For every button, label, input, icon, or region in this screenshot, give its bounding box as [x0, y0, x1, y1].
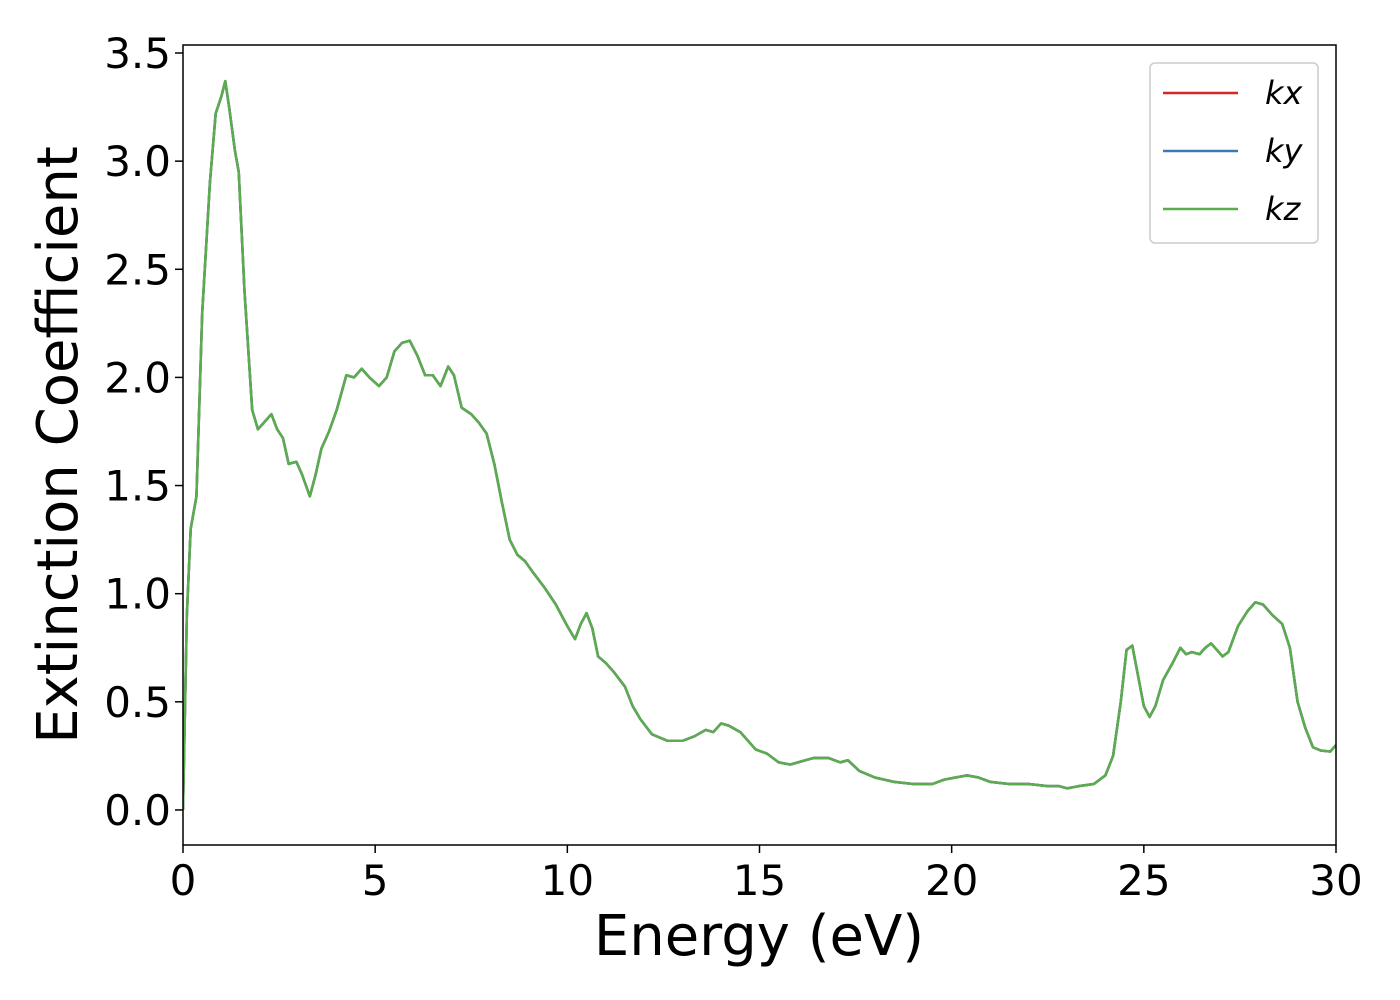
- x-tick-label: 0: [170, 856, 197, 905]
- y-axis-label: Extinction Coefficient: [26, 146, 91, 744]
- legend-label: ky: [1265, 132, 1304, 170]
- x-tick-label: 25: [1117, 856, 1170, 905]
- y-tick-label: 2.5: [104, 245, 171, 294]
- x-tick-label: 5: [362, 856, 389, 905]
- y-tick-label: 0.5: [104, 678, 171, 727]
- plot-frame: [182, 44, 1337, 846]
- y-tick-label: 2.0: [104, 353, 171, 402]
- legend-label: kz: [1265, 190, 1302, 228]
- legend-label: kx: [1265, 74, 1304, 112]
- y-tick-label: 0.0: [104, 786, 171, 835]
- x-tick-label: 20: [925, 856, 978, 905]
- y-tick-label: 1.5: [104, 462, 171, 511]
- x-tick-label: 30: [1309, 856, 1362, 905]
- x-tick-label: 10: [541, 856, 594, 905]
- x-tick-label: 15: [733, 856, 786, 905]
- y-tick-label: 1.0: [104, 570, 171, 619]
- series-line: [183, 79, 1336, 810]
- y-tick-label: 3.5: [104, 29, 171, 78]
- x-axis-label: Energy (eV): [594, 904, 924, 969]
- legend-box: [1149, 62, 1319, 244]
- y-tick-label: 3.0: [104, 137, 171, 186]
